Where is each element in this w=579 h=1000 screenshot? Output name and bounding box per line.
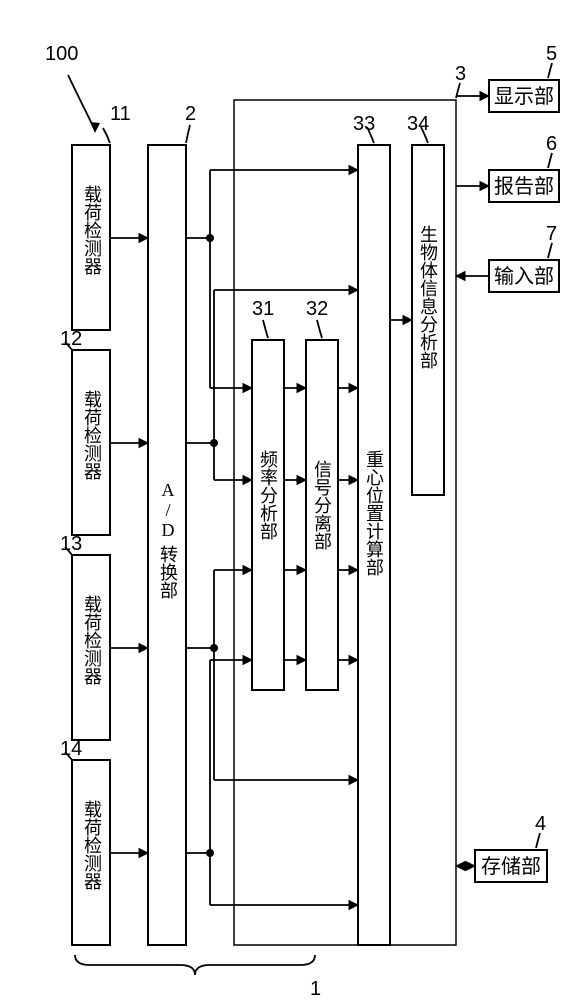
input-label: 输入部 (494, 265, 554, 288)
report-label: 报告部 (494, 175, 554, 198)
system-block-diagram: 100 1 载荷检测器 11 载荷检测器 12 载荷检测器 13 载荷检测器 1… (0, 0, 579, 1000)
cg-calc-label: 重心位置计算部 (364, 450, 384, 576)
callout-33: 33 (353, 113, 375, 135)
callout-2: 2 (185, 103, 196, 125)
detector-13-label: 载荷检测器 (82, 595, 102, 685)
callout-32: 32 (306, 298, 328, 320)
detector-14-label: 载荷检测器 (82, 800, 102, 890)
callout-13: 13 (60, 533, 82, 555)
callout-7: 7 (546, 223, 557, 245)
callout-5: 5 (546, 43, 557, 65)
callout-100-line (68, 75, 95, 130)
callout-100: 100 (45, 43, 78, 65)
callout-1: 1 (310, 978, 321, 1000)
callout-14: 14 (60, 738, 82, 760)
brace-1 (75, 955, 315, 975)
callout-12: 12 (60, 328, 82, 350)
display-label: 显示部 (494, 85, 554, 108)
callout-6: 6 (546, 133, 557, 155)
bio-analysis-label: 生物体信息分析部 (418, 225, 438, 369)
detector-12-label: 载荷检测器 (82, 390, 102, 480)
callout-11: 11 (110, 103, 131, 125)
storage-label: 存储部 (481, 855, 541, 878)
signal-sep-label: 信号分离部 (312, 460, 332, 550)
freq-analysis-label: 频率分析部 (258, 450, 278, 540)
callout-4: 4 (535, 813, 546, 835)
callout-34: 34 (407, 113, 429, 135)
callout-31: 31 (252, 298, 274, 320)
ad-converter-label-1: A/D (158, 480, 178, 540)
ad-converter-label-2: 转换部 (158, 545, 178, 599)
callout-3: 3 (455, 63, 466, 85)
detector-11-label: 载荷检测器 (82, 185, 102, 275)
